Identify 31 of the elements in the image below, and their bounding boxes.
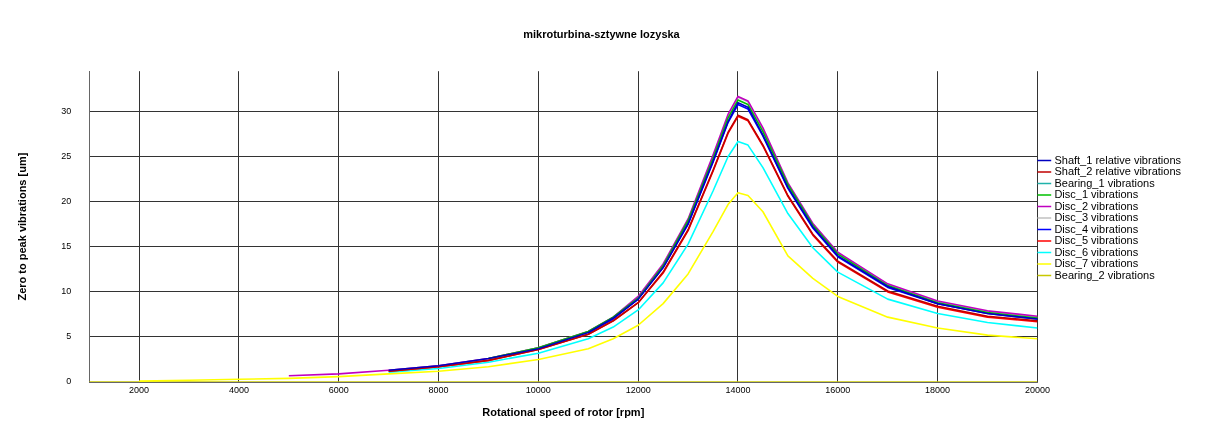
y-tick-label: 25 (61, 151, 72, 162)
y-axis-title: Zero to peak vibrations [um] (15, 152, 28, 301)
y-tick-label: 5 (66, 331, 72, 342)
legend-label: Disc_3 vibrations (1054, 211, 1139, 224)
y-tick-label: 20 (61, 196, 72, 207)
x-tick-label: 14000 (725, 384, 751, 395)
legend-label: Shaft_2 relative vibrations (1054, 165, 1182, 178)
legend-label: Bearing_2 vibrations (1054, 268, 1156, 281)
legend-label: Disc_1 vibrations (1054, 188, 1139, 201)
legend-label: Bearing_1 vibrations (1054, 176, 1156, 189)
x-tick-label: 12000 (625, 384, 651, 395)
legend-label: Shaft_1 relative vibrations (1054, 153, 1182, 166)
x-tick-label: 18000 (925, 384, 951, 395)
legend-label: Disc_4 vibrations (1054, 222, 1139, 235)
legend-label: Disc_6 vibrations (1054, 245, 1139, 258)
x-tick-label: 16000 (825, 384, 851, 395)
y-tick-label: 0 (66, 376, 72, 387)
x-tick-label: 8000 (428, 384, 449, 395)
legend-label: Disc_5 vibrations (1054, 234, 1139, 247)
y-tick-label: 10 (61, 286, 72, 297)
x-tick-label: 2000 (129, 384, 150, 395)
y-tick-label: 15 (61, 241, 72, 252)
x-axis-title: Rotational speed of rotor [rpm] (482, 406, 645, 419)
y-tick-label: 30 (61, 106, 72, 117)
x-tick-label: 4000 (228, 384, 249, 395)
x-tick-label: 10000 (525, 384, 551, 395)
x-tick-label: 6000 (328, 384, 349, 395)
x-tick-label: 20000 (1024, 384, 1050, 395)
legend-label: Disc_2 vibrations (1054, 199, 1139, 212)
chart-title: mikroturbina-sztywne lozyska (523, 27, 681, 40)
legend-label: Disc_7 vibrations (1054, 257, 1139, 270)
